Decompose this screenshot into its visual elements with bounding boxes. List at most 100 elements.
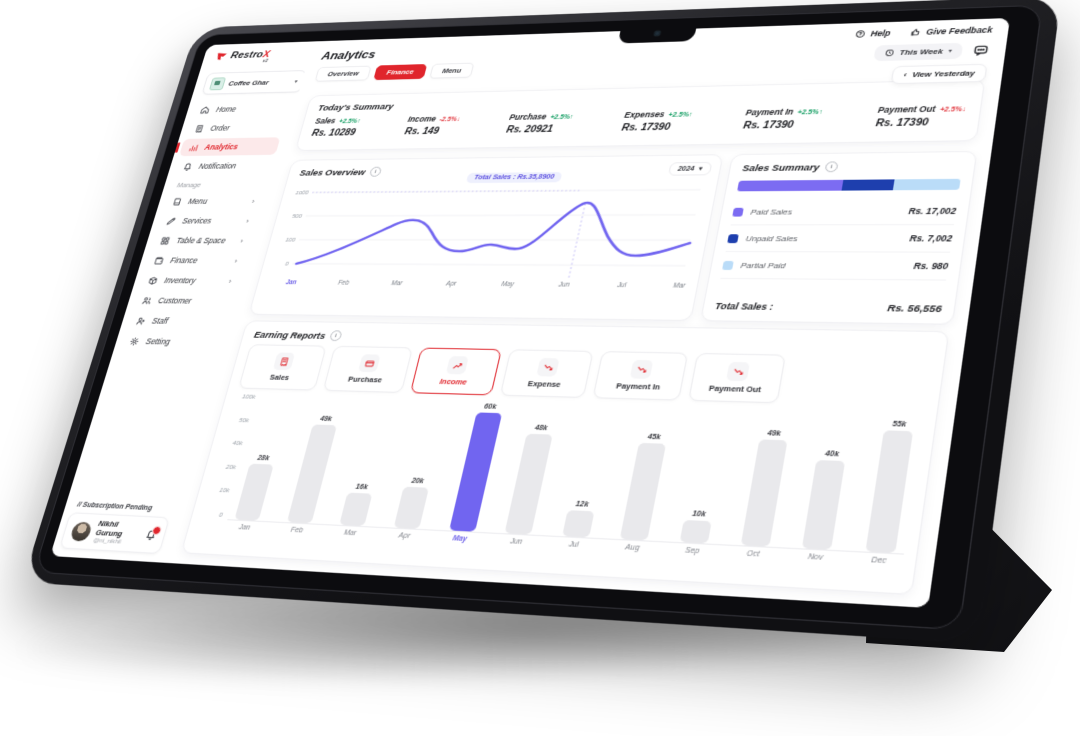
card-icon	[362, 358, 376, 369]
legend-row-unpaid: Unpaid Sales Rs. 7,002	[725, 225, 953, 253]
filter-expense-button[interactable]: Expense	[500, 349, 594, 398]
filter-sales-button[interactable]: Sales	[238, 344, 327, 390]
chat-button[interactable]	[971, 43, 990, 58]
clock-icon	[883, 49, 894, 58]
chevron-right-icon: ›	[251, 197, 256, 205]
filter-payment-out-button[interactable]: Payment Out	[688, 353, 786, 403]
scene: RestroX v2 Coffee Ghar ▾ Home	[0, 0, 1080, 736]
bar-may: 60k	[447, 403, 504, 532]
change-badge: +2.5%↓	[939, 106, 966, 113]
bar-aug: 45k	[619, 408, 674, 541]
tab-finance[interactable]: Finance	[374, 64, 427, 80]
bar-apr: 20k	[392, 402, 450, 529]
pen-icon	[165, 216, 178, 226]
sidebar-item-label: Inventory	[163, 276, 197, 284]
brand-version: v2	[228, 60, 268, 65]
x-tick: May	[500, 281, 516, 288]
sidebar-item-notification[interactable]: Notification	[173, 157, 275, 176]
unpaid-sales-swatch	[727, 234, 739, 243]
sidebar-item-label: Table & Space	[175, 236, 226, 244]
x-tick: Jan	[285, 280, 298, 287]
view-yesterday-button[interactable]: ‹ View Yesterday	[891, 64, 987, 84]
question-circle-icon	[855, 29, 868, 39]
info-icon: i	[329, 330, 343, 341]
sidebar-item-home[interactable]: Home	[191, 99, 292, 118]
metric-payment-out: Payment Out +2.5%↓ Rs. 17390	[875, 104, 967, 129]
change-badge: +2.5%↑	[668, 112, 693, 119]
chevron-right-icon: ›	[245, 217, 250, 225]
bar[interactable]	[286, 424, 336, 523]
x-tick: Feb	[337, 280, 350, 287]
y-tick: 100	[284, 238, 296, 244]
analytics-icon	[187, 142, 200, 152]
sidebar-item-finance[interactable]: Finance ›	[144, 251, 247, 270]
earning-filter-buttons: Sales Purchase Income	[238, 344, 786, 403]
user-handle: @ni_nikhil	[92, 537, 138, 547]
sales-line	[296, 202, 698, 266]
give-feedback-button[interactable]: Give Feedback	[910, 25, 993, 37]
bar[interactable]	[740, 439, 787, 546]
y-tick: 0	[284, 262, 289, 269]
bar[interactable]	[620, 443, 666, 541]
trend-down-icon	[541, 362, 555, 373]
sidebar-item-analytics[interactable]: Analytics	[179, 137, 280, 156]
sales-summary-stacked-bar	[737, 179, 961, 192]
sidebar-item-staff[interactable]: Staff	[126, 311, 230, 331]
filter-purchase-button[interactable]: Purchase	[323, 346, 413, 393]
change-badge: -2.5%↓	[439, 116, 461, 123]
sidebar-item-label: Setting	[145, 337, 171, 346]
user-notification-bell[interactable]	[143, 528, 159, 542]
bar[interactable]	[802, 460, 845, 550]
bar-highlighted[interactable]	[449, 412, 502, 531]
sidebar-item-order[interactable]: Order	[185, 118, 286, 137]
home-icon	[199, 105, 212, 115]
analytics-dashboard: RestroX v2 Coffee Ghar ▾ Home	[50, 18, 1010, 608]
receipt-icon	[193, 124, 206, 134]
earning-reports-card: Earning Reports i Sales Purchase	[181, 320, 950, 595]
sidebar-item-label: Services	[181, 217, 212, 225]
sidebar-item-setting[interactable]: Setting	[119, 331, 224, 352]
bar[interactable]	[865, 430, 913, 553]
metric-purchase: Purchase +2.5%↑ Rs. 20921	[505, 112, 574, 135]
user-card[interactable]: Nikhil Gurung @ni_nikhil	[59, 512, 170, 554]
page-tabs: Overview Finance Menu	[315, 63, 475, 82]
sidebar-item-menu[interactable]: Menu ›	[162, 192, 264, 210]
thumbs-up-icon	[910, 27, 923, 37]
subscription-pending-note: // Subscription Pending	[76, 501, 153, 512]
sidebar-item-label: Menu	[187, 197, 208, 205]
bar[interactable]	[505, 434, 553, 535]
bar[interactable]	[562, 510, 594, 537]
bar[interactable]	[340, 493, 373, 527]
bar-mar: 16k	[338, 400, 396, 526]
help-button[interactable]: Help	[855, 28, 892, 38]
sidebar-item-services[interactable]: Services ›	[156, 212, 259, 230]
restaurant-avatar	[209, 77, 226, 90]
change-badge: +2.5%↑	[549, 114, 574, 121]
sales-summary-card: Sales Summary i Paid Sales Rs. 17,002	[700, 151, 977, 325]
partial-paid-swatch	[722, 260, 734, 269]
bar-sep: 10k	[678, 410, 733, 544]
sidebar-item-table-space[interactable]: Table & Space ›	[150, 231, 253, 249]
arrow-up-icon: ↑	[356, 118, 361, 124]
filter-payment-in-button[interactable]: Payment In	[592, 351, 688, 400]
restaurant-selector[interactable]: Coffee Ghar ▾	[201, 70, 307, 95]
tab-menu[interactable]: Menu	[429, 63, 475, 79]
sidebar-item-inventory[interactable]: Inventory ›	[138, 271, 242, 290]
period-row: This Week ▾	[873, 42, 991, 61]
tab-overview[interactable]: Overview	[315, 66, 372, 82]
bar[interactable]	[394, 487, 429, 529]
x-tick: Jul	[615, 282, 628, 289]
sidebar-item-customer[interactable]: Customer	[132, 291, 236, 311]
year-selector[interactable]: 2024 ▾	[668, 162, 713, 176]
sidebar-item-label: Finance	[169, 256, 198, 264]
sales-overview-card: Sales Overview i 2024 ▾ Total Sales : Rs.3…	[248, 154, 723, 321]
info-icon: i	[369, 167, 382, 177]
bar[interactable]	[680, 520, 712, 544]
period-selector[interactable]: This Week ▾	[873, 43, 963, 61]
page-title: Analytics	[320, 48, 377, 62]
arrow-up-icon: ↑	[569, 114, 574, 120]
filter-income-button[interactable]: Income	[410, 348, 502, 396]
bar[interactable]	[234, 464, 273, 521]
todays-summary-card: Today's Summary Sales +2.5%↑ Rs. 10289 In…	[295, 79, 985, 151]
arrow-down-right-icon	[634, 364, 648, 376]
